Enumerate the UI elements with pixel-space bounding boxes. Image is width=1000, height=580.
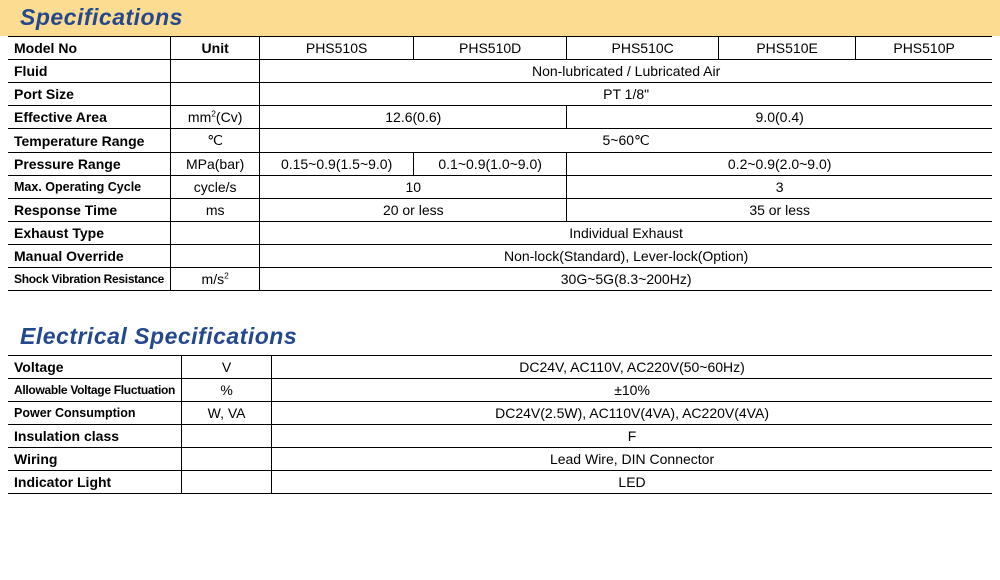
row-value: 0.15~0.9(1.5~9.0) bbox=[260, 153, 414, 176]
row-label: Exhaust Type bbox=[8, 222, 171, 245]
row-value: 10 bbox=[260, 176, 567, 199]
header-model: PHS510E bbox=[718, 37, 855, 60]
table-row: Fluid Non-lubricated / Lubricated Air bbox=[8, 60, 992, 83]
row-label: Port Size bbox=[8, 83, 171, 106]
table-row: Port Size PT 1/8" bbox=[8, 83, 992, 106]
header-model: PHS510C bbox=[567, 37, 719, 60]
table-row: Temperature Range ℃ 5~60℃ bbox=[8, 129, 992, 153]
row-label: Insulation class bbox=[8, 425, 182, 448]
row-value: 0.2~0.9(2.0~9.0) bbox=[567, 153, 992, 176]
row-value: 30G~5G(8.3~200Hz) bbox=[260, 268, 992, 291]
row-value: Non-lock(Standard), Lever-lock(Option) bbox=[260, 245, 992, 268]
table-row: Shock Vibration Resistance m/s2 30G~5G(8… bbox=[8, 268, 992, 291]
row-value: Non-lubricated / Lubricated Air bbox=[260, 60, 992, 83]
row-label: Power Consumption bbox=[8, 402, 182, 425]
row-unit: mm2(Cv) bbox=[171, 106, 260, 129]
header-model: PHS510D bbox=[413, 37, 566, 60]
row-label: Response Time bbox=[8, 199, 171, 222]
electrical-table: Voltage V DC24V, AC110V, AC220V(50~60Hz)… bbox=[8, 355, 992, 494]
row-label: Indicator Light bbox=[8, 471, 182, 494]
row-unit bbox=[171, 83, 260, 106]
row-unit: m/s2 bbox=[171, 268, 260, 291]
row-unit: W, VA bbox=[182, 402, 272, 425]
row-label: Max. Operating Cycle bbox=[8, 176, 171, 199]
row-label: Effective Area bbox=[8, 106, 171, 129]
section-title-electrical: Electrical Specifications bbox=[0, 319, 1000, 355]
table-row: Wiring Lead Wire, DIN Connector bbox=[8, 448, 992, 471]
row-unit bbox=[182, 425, 272, 448]
table-row: Manual Override Non-lock(Standard), Leve… bbox=[8, 245, 992, 268]
header-unit: Unit bbox=[171, 37, 260, 60]
table-row: Max. Operating Cycle cycle/s 10 3 bbox=[8, 176, 992, 199]
row-unit: % bbox=[182, 379, 272, 402]
row-value: 12.6(0.6) bbox=[260, 106, 567, 129]
row-value: DC24V, AC110V, AC220V(50~60Hz) bbox=[272, 356, 992, 379]
table-row: Response Time ms 20 or less 35 or less bbox=[8, 199, 992, 222]
table-header-row: Model No Unit PHS510S PHS510D PHS510C PH… bbox=[8, 37, 992, 60]
row-unit: V bbox=[182, 356, 272, 379]
row-unit: cycle/s bbox=[171, 176, 260, 199]
row-value: ±10% bbox=[272, 379, 992, 402]
table-row: Exhaust Type Individual Exhaust bbox=[8, 222, 992, 245]
row-unit bbox=[171, 60, 260, 83]
row-unit bbox=[182, 471, 272, 494]
row-value: 35 or less bbox=[567, 199, 992, 222]
row-value: 3 bbox=[567, 176, 992, 199]
row-label: Allowable Voltage Fluctuation bbox=[8, 379, 182, 402]
row-label: Manual Override bbox=[8, 245, 171, 268]
header-label: Model No bbox=[8, 37, 171, 60]
table-row: Insulation class F bbox=[8, 425, 992, 448]
row-value: LED bbox=[272, 471, 992, 494]
row-label: Wiring bbox=[8, 448, 182, 471]
row-value: F bbox=[272, 425, 992, 448]
row-value: 20 or less bbox=[260, 199, 567, 222]
row-label: Pressure Range bbox=[8, 153, 171, 176]
table-row: Pressure Range MPa(bar) 0.15~0.9(1.5~9.0… bbox=[8, 153, 992, 176]
table-row: Allowable Voltage Fluctuation % ±10% bbox=[8, 379, 992, 402]
header-model: PHS510S bbox=[260, 37, 414, 60]
row-unit: ms bbox=[171, 199, 260, 222]
table-row: Voltage V DC24V, AC110V, AC220V(50~60Hz) bbox=[8, 356, 992, 379]
specifications-table: Model No Unit PHS510S PHS510D PHS510C PH… bbox=[8, 36, 992, 291]
header-model: PHS510P bbox=[856, 37, 992, 60]
row-value: PT 1/8" bbox=[260, 83, 992, 106]
row-value: 9.0(0.4) bbox=[567, 106, 992, 129]
table-row: Power Consumption W, VA DC24V(2.5W), AC1… bbox=[8, 402, 992, 425]
row-value: Lead Wire, DIN Connector bbox=[272, 448, 992, 471]
row-unit: ℃ bbox=[171, 129, 260, 153]
row-label: Fluid bbox=[8, 60, 171, 83]
row-value: 5~60℃ bbox=[260, 129, 992, 153]
row-value: DC24V(2.5W), AC110V(4VA), AC220V(4VA) bbox=[272, 402, 992, 425]
table-row: Indicator Light LED bbox=[8, 471, 992, 494]
row-label: Shock Vibration Resistance bbox=[8, 268, 171, 291]
table-row: Effective Area mm2(Cv) 12.6(0.6) 9.0(0.4… bbox=[8, 106, 992, 129]
row-unit bbox=[171, 245, 260, 268]
row-unit: MPa(bar) bbox=[171, 153, 260, 176]
row-value: Individual Exhaust bbox=[260, 222, 992, 245]
row-label: Voltage bbox=[8, 356, 182, 379]
row-value: 0.1~0.9(1.0~9.0) bbox=[413, 153, 566, 176]
section-title-specifications: Specifications bbox=[0, 0, 1000, 36]
row-unit bbox=[182, 448, 272, 471]
row-label: Temperature Range bbox=[8, 129, 171, 153]
row-unit bbox=[171, 222, 260, 245]
